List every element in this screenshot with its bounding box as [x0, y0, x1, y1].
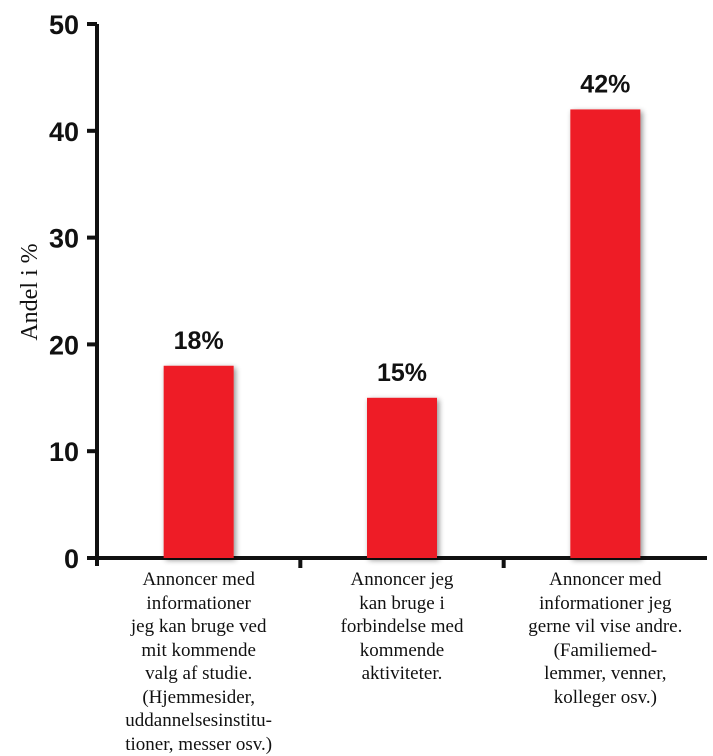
y-tick-label: 30	[49, 224, 79, 254]
y-tick-label: 0	[64, 544, 79, 574]
data-label: 42%	[580, 70, 630, 98]
y-tick-label: 40	[49, 117, 79, 147]
x-tick-label: Annoncer med informationer jeg kan bruge…	[125, 569, 273, 755]
bar	[367, 397, 437, 558]
y-axis-label: Andel i %	[17, 243, 43, 340]
x-tick-label: Annoncer med informationer jeg gerne vil…	[528, 569, 683, 708]
y-tick-label: 20	[49, 330, 79, 360]
data-label: 15%	[377, 359, 427, 387]
data-label: 18%	[174, 327, 224, 355]
x-tick-label: Annoncer jeg kan bruge i forbindelse med…	[340, 569, 464, 684]
y-tick-label: 10	[49, 437, 79, 467]
y-tick-label: 50	[49, 10, 79, 40]
bars: 18% 15% 42%	[163, 70, 641, 558]
bar	[570, 109, 641, 558]
bar	[163, 365, 234, 558]
